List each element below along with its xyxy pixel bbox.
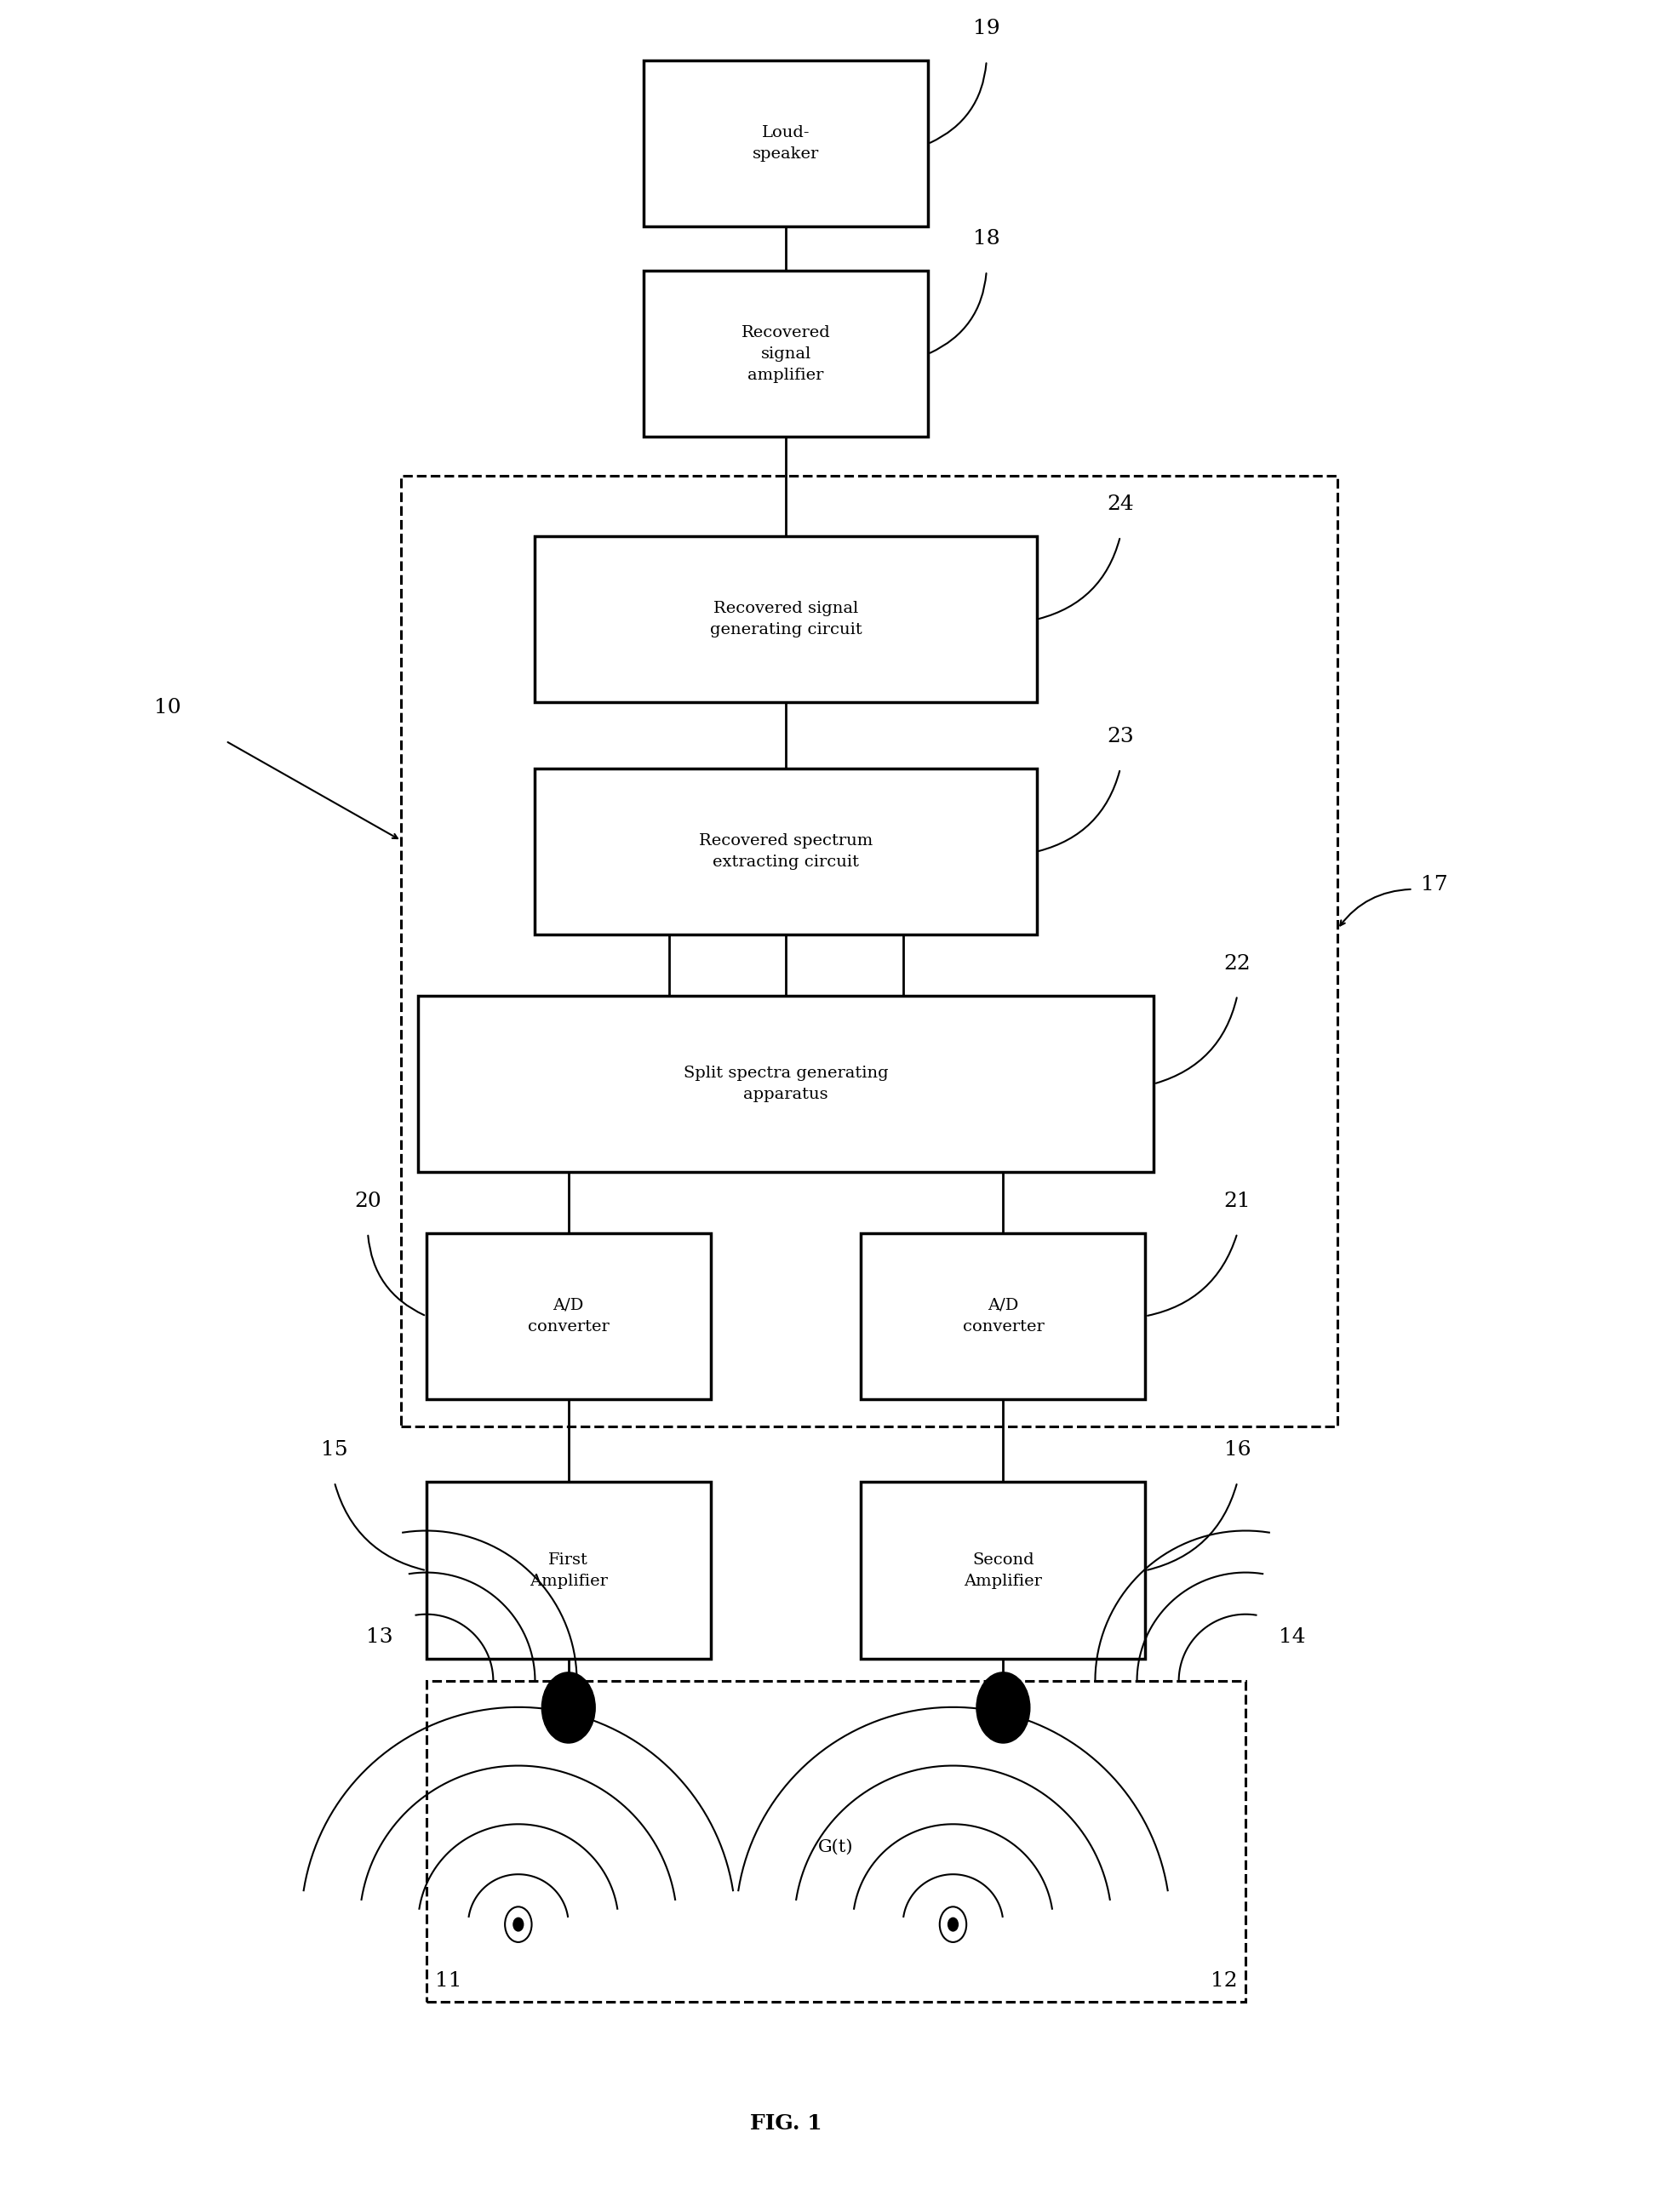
Text: Recovered signal
generating circuit: Recovered signal generating circuit [709,602,863,637]
Text: 24: 24 [1107,495,1134,515]
Text: 21: 21 [1224,1192,1251,1210]
Text: Recovered
signal
amplifier: Recovered signal amplifier [741,325,831,383]
Circle shape [948,1918,958,1931]
Bar [426,1681,1246,2002]
Text: G(t): G(t) [818,1838,854,1856]
Text: Recovered spectrum
extracting circuit: Recovered spectrum extracting circuit [699,834,873,869]
Text: 23: 23 [1107,728,1134,748]
Bar [861,1482,1145,1659]
Text: 15: 15 [321,1440,348,1460]
Circle shape [976,1672,1030,1743]
Bar [535,538,1037,703]
Text: 10: 10 [154,699,181,717]
Text: 22: 22 [1224,953,1251,973]
Text: First
Amplifier: First Amplifier [530,1553,607,1588]
Text: 18: 18 [973,230,1000,250]
Text: 13: 13 [366,1628,393,1646]
Bar [418,995,1154,1172]
Text: 17: 17 [1421,876,1448,894]
Text: 20: 20 [354,1192,381,1210]
Bar [535,768,1037,933]
Text: A/D
converter: A/D converter [528,1298,609,1334]
Bar [426,1482,711,1659]
Bar [401,476,1338,1427]
Text: Loud-
speaker: Loud- speaker [752,126,819,161]
Text: Split spectra generating
apparatus: Split spectra generating apparatus [684,1066,888,1102]
Bar [644,60,928,226]
Text: 11: 11 [435,1971,461,1991]
Text: FIG. 1: FIG. 1 [749,2112,823,2135]
Circle shape [513,1918,523,1931]
Text: 16: 16 [1224,1440,1251,1460]
Text: 12: 12 [1211,1971,1237,1991]
Bar [861,1232,1145,1398]
Bar [644,272,928,438]
Text: 14: 14 [1279,1628,1306,1646]
Text: A/D
converter: A/D converter [963,1298,1043,1334]
Text: Second
Amplifier: Second Amplifier [965,1553,1042,1588]
Bar [426,1232,711,1398]
Text: 19: 19 [973,20,1000,38]
Circle shape [542,1672,595,1743]
